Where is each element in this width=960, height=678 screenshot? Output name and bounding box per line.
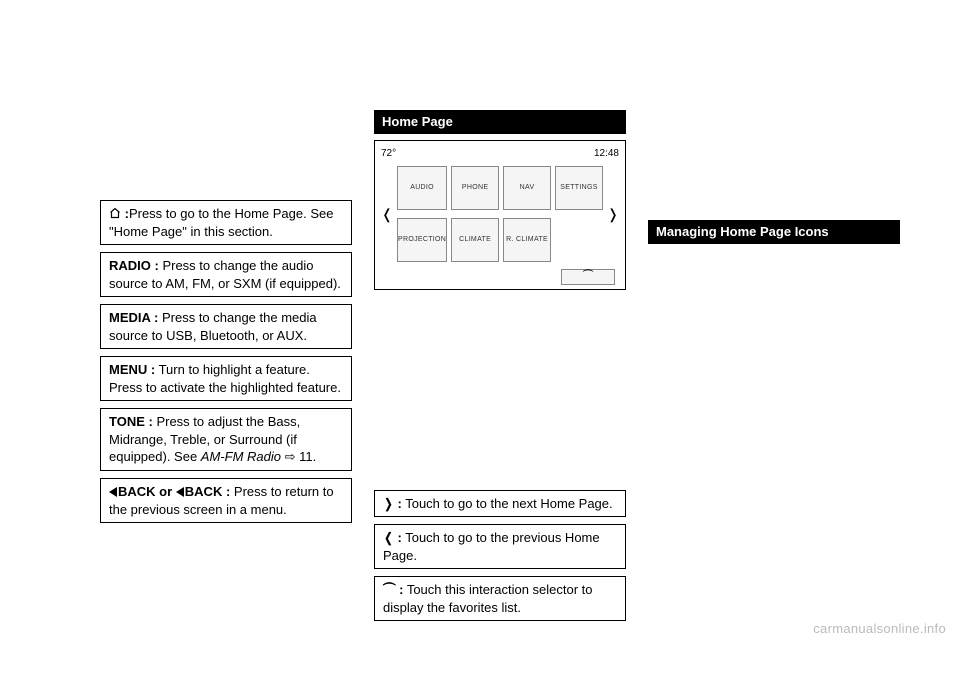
media-term: MEDIA : xyxy=(109,310,158,325)
app-projection: PROJECTION xyxy=(397,218,447,262)
prev-page-instruction: ❬ : Touch to go to the previous Home Pag… xyxy=(374,524,626,569)
fav-glyph: ⏜ : xyxy=(383,582,403,597)
next-text: Touch to go to the next Home Page. xyxy=(402,496,613,511)
home-icon xyxy=(109,206,121,218)
media-instruction: MEDIA : Press to change the media source… xyxy=(100,304,352,349)
managing-icons-heading: Managing Home Page Icons xyxy=(648,220,900,244)
prev-glyph: ❬ : xyxy=(383,530,402,545)
back-instruction: BACK or BACK : Press to return to the pr… xyxy=(100,478,352,523)
app-climate: CLIMATE xyxy=(451,218,499,262)
tone-ref-page: ⇨ 11 xyxy=(281,449,313,464)
app-nav: NAV xyxy=(503,166,551,210)
watermark: carmanualsonline.info xyxy=(813,620,946,638)
fav-text: Touch this interaction selector to displ… xyxy=(383,582,593,615)
favorites-tab-icon: ⏜ xyxy=(561,269,615,285)
next-page-instruction: ❭ : Touch to go to the next Home Page. xyxy=(374,490,626,518)
next-glyph: ❭ : xyxy=(383,496,402,511)
tone-ref: AM-FM Radio xyxy=(201,449,281,464)
home-text: Press to go to the Home Page. See "Home … xyxy=(109,206,333,239)
screen-time: 12:48 xyxy=(594,147,619,161)
radio-term: RADIO : xyxy=(109,258,159,273)
back-triangle-icon-2 xyxy=(176,487,184,497)
home-page-screenshot: 72° 12:48 ❬ AUDIO PHONE NAV SETTINGS ❭ P… xyxy=(374,140,626,290)
app-audio: AUDIO xyxy=(397,166,447,210)
home-instruction: :Press to go to the Home Page. See "Home… xyxy=(100,200,352,245)
app-phone: PHONE xyxy=(451,166,499,210)
app-r-climate: R. CLIMATE xyxy=(503,218,551,262)
tone-term: TONE : xyxy=(109,414,153,429)
favorites-instruction: ⏜ : Touch this interaction selector to d… xyxy=(374,576,626,621)
prev-text: Touch to go to the previous Home Page. xyxy=(383,530,600,563)
back-triangle-icon xyxy=(109,487,117,497)
back-term-a: BACK or xyxy=(118,484,176,499)
app-settings: SETTINGS xyxy=(555,166,603,210)
screen-prev-arrow-icon: ❬ xyxy=(381,205,393,224)
screen-temp: 72° xyxy=(381,147,396,161)
back-term-b: BACK : xyxy=(185,484,231,499)
menu-instruction: MENU : Turn to highlight a feature. Pres… xyxy=(100,356,352,401)
tone-dot: . xyxy=(313,449,317,464)
radio-instruction: RADIO : Press to change the audio source… xyxy=(100,252,352,297)
tone-instruction: TONE : Press to adjust the Bass, Midrang… xyxy=(100,408,352,471)
menu-term: MENU : xyxy=(109,362,155,377)
screen-next-arrow-icon: ❭ xyxy=(607,205,619,224)
home-page-heading: Home Page xyxy=(374,110,626,134)
